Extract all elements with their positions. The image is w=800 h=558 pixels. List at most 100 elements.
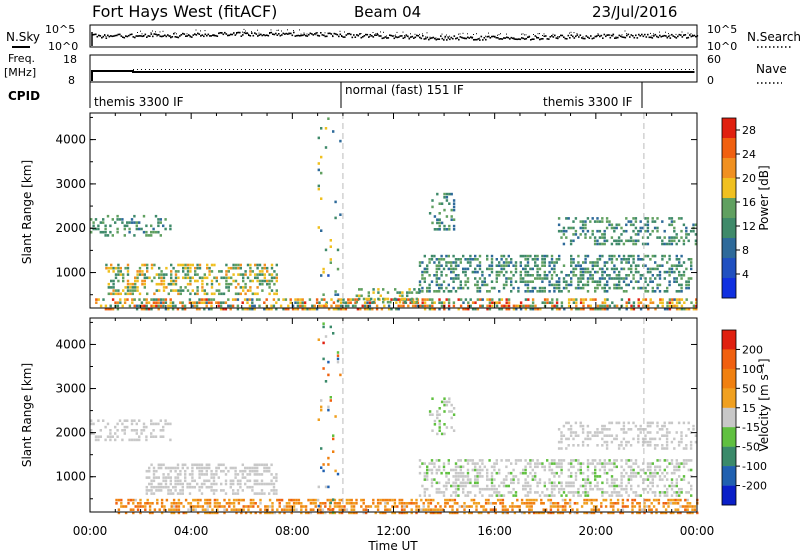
velocity-cell [560, 465, 563, 469]
power-cell [538, 267, 542, 271]
power-cell [589, 277, 592, 280]
velocity-cell [184, 479, 187, 483]
power-cell [452, 224, 456, 228]
velocity-cell [450, 468, 453, 472]
power-cell [164, 218, 167, 221]
velocity-cell [572, 491, 575, 494]
nsky-point [548, 38, 550, 40]
power-cell [656, 274, 659, 277]
power-cell [558, 280, 561, 283]
power-cell [155, 301, 158, 304]
velocity-cell [512, 475, 515, 478]
power-cell [562, 264, 566, 267]
power-cell [462, 307, 465, 311]
power-cell [670, 270, 674, 274]
nsky-point [341, 35, 343, 37]
power-cell [423, 298, 427, 301]
nsearch-point [570, 31, 572, 33]
nsky-point [687, 36, 690, 39]
power-cell [131, 292, 134, 296]
velocity-cell [224, 482, 228, 486]
velocity-cell [431, 413, 434, 416]
velocity-cell [601, 424, 604, 428]
power-cell [498, 264, 501, 267]
power-cell [692, 223, 695, 227]
power-cell [680, 298, 684, 301]
power-cell [354, 301, 357, 304]
velocity-cell [169, 422, 172, 426]
velocity-cell [615, 494, 618, 497]
power-cell [668, 304, 672, 308]
power-cell [464, 280, 467, 283]
velocity-cell [204, 511, 207, 515]
power-cell [574, 233, 578, 236]
velocity-cell [607, 511, 610, 515]
velocity-cell [540, 511, 543, 515]
power-cell [531, 286, 534, 290]
power-cell [543, 301, 547, 304]
power-cell [680, 286, 683, 290]
power-cell [675, 258, 678, 261]
velocity-cell [442, 462, 446, 465]
velocity-cell [520, 502, 524, 505]
velocity-cell [288, 505, 291, 508]
power-cell [232, 263, 235, 267]
power-cell [109, 230, 112, 234]
freq-line [91, 70, 695, 81]
velocity-cell [508, 505, 512, 508]
velocity-cell [352, 511, 356, 515]
power-cell [140, 301, 144, 304]
power-cell [541, 264, 544, 267]
nsky-point [128, 34, 130, 37]
power-cell [107, 282, 110, 286]
power-cell [160, 276, 163, 280]
velocity-cell [567, 484, 570, 488]
velocity-cell [115, 498, 118, 502]
power-cell [505, 298, 508, 301]
velocity-cell [469, 459, 472, 462]
nsky-point [443, 39, 445, 41]
nsky-point [111, 35, 114, 38]
nsky-point [566, 38, 568, 40]
power-cell [673, 239, 676, 243]
velocity-cell [644, 440, 647, 444]
velocity-cell [579, 465, 582, 469]
velocity-cell [526, 481, 530, 485]
power-cell [145, 234, 148, 237]
nsky-point [572, 35, 574, 38]
velocity-cell [675, 491, 678, 494]
velocity-cell [400, 508, 404, 511]
nsky-point [555, 37, 558, 39]
velocity-cell [679, 505, 682, 508]
nsky-point [308, 33, 310, 36]
power-cell [519, 261, 522, 264]
power-cell [107, 266, 110, 270]
power-cell [627, 283, 630, 287]
velocity-cell [603, 462, 606, 465]
velocity-cell [292, 502, 296, 505]
power-cell [591, 277, 594, 280]
power-cell [438, 218, 441, 221]
power-cell [668, 223, 671, 227]
velocity-cell [677, 421, 681, 425]
power-cell [142, 230, 146, 234]
velocity-cell [522, 468, 525, 472]
power-cell [370, 297, 373, 301]
power-cell [627, 298, 631, 301]
velocity-cell [625, 487, 628, 491]
velocity-cell [620, 440, 623, 444]
velocity-cell [691, 511, 694, 515]
power-cell [622, 229, 626, 233]
power-cell [538, 277, 542, 280]
velocity-cell [440, 400, 444, 404]
nsky-point [384, 36, 387, 38]
velocity-cell [488, 494, 491, 497]
velocity-cell [613, 491, 616, 494]
velocity-cell [680, 437, 683, 441]
velocity-cell [642, 468, 645, 472]
power-cell [601, 233, 604, 236]
velocity-cell [388, 508, 392, 511]
power-cell [289, 301, 292, 304]
power-cell [629, 236, 633, 239]
power-cell [428, 274, 431, 277]
